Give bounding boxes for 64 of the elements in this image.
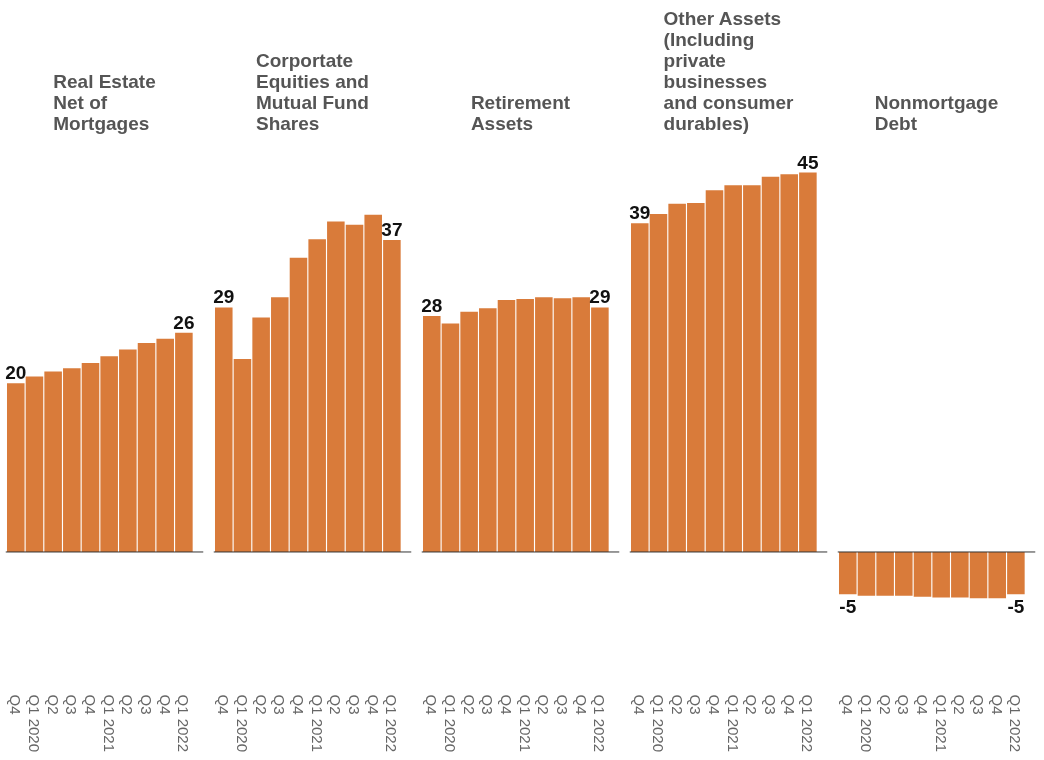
x-tick-label: Q1 2022: [175, 694, 193, 753]
x-tick-label: Q2: [460, 694, 478, 715]
data-label: 26: [173, 311, 195, 333]
x-tick-label: Q1 2021: [308, 694, 326, 753]
x-tick-label: Q1 2020: [857, 694, 875, 753]
x-tick-label: Q3: [970, 694, 988, 715]
data-label: 20: [5, 362, 27, 384]
x-tick-label: Q3: [138, 694, 156, 715]
x-tick-label: Q2: [119, 694, 137, 715]
x-tick-label: Q2: [252, 694, 270, 715]
x-tick-label: Q4: [289, 694, 307, 715]
data-label: -5: [1007, 596, 1025, 618]
x-tick-label: Q4: [423, 694, 441, 715]
chart-title: Nonmortgage Debt: [874, 91, 999, 134]
x-tick-label: Q1 2022: [799, 694, 817, 753]
x-tick-label: Q4: [705, 694, 723, 715]
x-tick-label: Q4: [780, 694, 798, 715]
x-tick-label: Q1 2021: [932, 694, 950, 753]
x-tick-label: Q4: [497, 694, 515, 715]
x-tick-label: Q4: [81, 694, 99, 715]
x-tick-label: Q4: [988, 694, 1006, 715]
data-label: 29: [589, 286, 611, 308]
x-tick-label: Q4: [7, 694, 25, 715]
x-tick-label: Q2: [44, 694, 62, 715]
x-tick-label: Q2: [951, 694, 969, 715]
x-tick-label: Q1 2020: [233, 694, 251, 753]
x-tick-label: Q4: [572, 694, 590, 715]
x-tick-label: Q3: [687, 694, 705, 715]
x-tick-label: Q4: [839, 694, 857, 715]
x-tick-label: Q1 2020: [25, 694, 43, 753]
x-tick-label: Q1 2021: [516, 694, 534, 753]
x-tick-label: Q1 2020: [649, 694, 667, 753]
chart-title: Real Estate Net of Mortgages: [53, 70, 156, 134]
x-tick-label: Q4: [631, 694, 649, 715]
x-tick-label: Q3: [762, 694, 780, 715]
chart-title: Other Assets (Including private businesses and consumer durables): [663, 7, 795, 134]
x-tick-label: Q4: [913, 694, 931, 715]
x-tick-label: Q2: [876, 694, 894, 715]
chart-title: Retirement Assets: [470, 91, 571, 134]
x-tick-label: Q3: [554, 694, 572, 715]
data-label: 45: [797, 151, 819, 173]
data-label: 39: [629, 202, 651, 224]
x-tick-label: Q1 2022: [591, 694, 609, 753]
x-tick-label: Q3: [346, 694, 364, 715]
x-tick-label: Q1 2022: [1007, 694, 1025, 753]
x-tick-label: Q1 2021: [100, 694, 118, 753]
x-tick-label: Q4: [364, 694, 382, 715]
x-tick-label: Q1 2020: [441, 694, 459, 753]
chart-title: Corportate Equities and Mutual Fund Shares: [256, 49, 369, 134]
x-tick-label: Q2: [327, 694, 345, 715]
x-tick-label: Q4: [156, 694, 174, 715]
x-tick-label: Q3: [895, 694, 913, 715]
x-tick-label: Q1 2021: [724, 694, 742, 753]
x-tick-label: Q2: [535, 694, 553, 715]
x-tick-label: Q1 2022: [383, 694, 401, 753]
x-tick-label: Q4: [215, 694, 233, 715]
data-label: 29: [213, 286, 235, 308]
x-tick-label: Q2: [668, 694, 686, 715]
x-tick-label: Q2: [743, 694, 761, 715]
x-tick-label: Q3: [271, 694, 289, 715]
data-label: 28: [421, 294, 443, 316]
data-label: -5: [839, 596, 857, 618]
x-tick-label: Q3: [63, 694, 81, 715]
x-tick-label: Q3: [479, 694, 497, 715]
